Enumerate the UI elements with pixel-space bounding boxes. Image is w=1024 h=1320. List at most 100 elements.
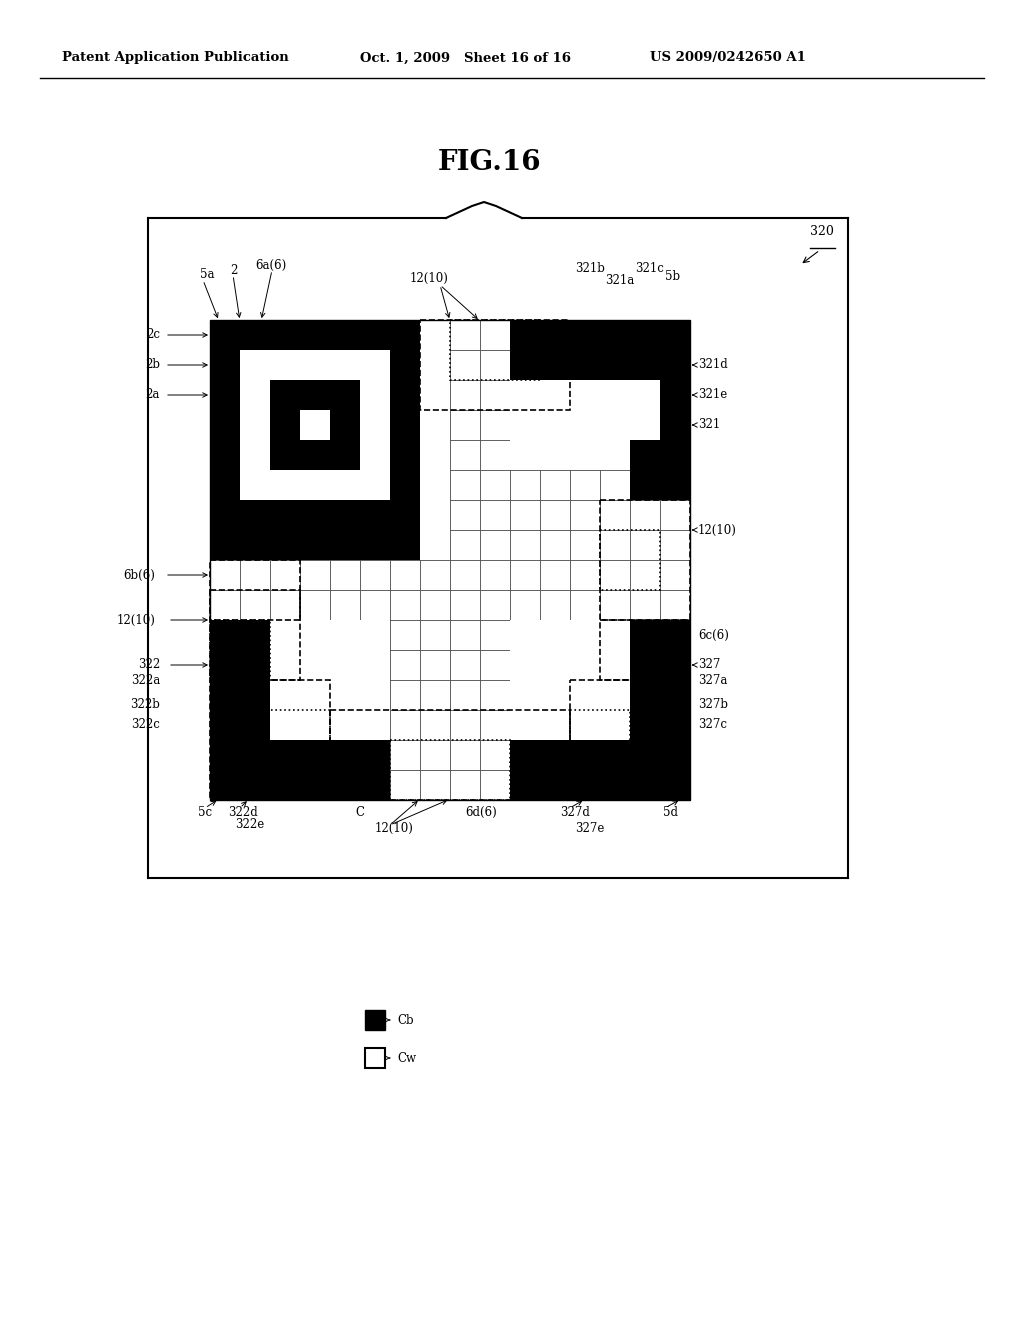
Bar [600, 350, 630, 380]
Bar [510, 440, 540, 470]
Bar [240, 620, 270, 649]
Bar [330, 500, 360, 531]
Bar [420, 440, 450, 470]
Bar [420, 470, 450, 500]
Bar [210, 590, 300, 680]
Text: 2a: 2a [145, 388, 160, 401]
Bar [390, 531, 420, 560]
Text: 327b: 327b [698, 697, 728, 710]
Bar [210, 560, 300, 620]
Bar [360, 411, 390, 440]
Bar [330, 680, 360, 710]
Bar [390, 319, 420, 350]
Bar [210, 680, 240, 710]
Bar [210, 710, 240, 741]
Text: 12(10): 12(10) [116, 614, 155, 627]
Bar [570, 770, 600, 800]
Bar [240, 710, 270, 741]
Bar [330, 411, 360, 440]
Bar [540, 411, 570, 440]
Bar [360, 350, 390, 380]
Bar [300, 319, 330, 350]
Bar [300, 411, 330, 440]
Bar [660, 380, 690, 411]
Bar [360, 531, 390, 560]
Bar [570, 680, 690, 800]
Bar [660, 319, 690, 350]
Text: FIG.16: FIG.16 [438, 149, 542, 177]
Bar [660, 411, 690, 440]
Bar [240, 741, 270, 770]
Bar [630, 411, 660, 440]
Text: 322: 322 [138, 659, 160, 672]
Text: 2c: 2c [146, 329, 160, 342]
Bar [510, 649, 540, 680]
Bar [360, 680, 390, 710]
Bar [390, 350, 420, 380]
Text: 327d: 327d [560, 805, 590, 818]
Bar [300, 500, 330, 531]
Bar [270, 440, 300, 470]
Bar [420, 380, 450, 411]
Bar [300, 380, 330, 411]
Text: 5c: 5c [198, 805, 212, 818]
Bar [210, 770, 240, 800]
Bar [660, 710, 690, 741]
Bar [390, 500, 420, 531]
Text: 327e: 327e [575, 821, 604, 834]
Text: 5b: 5b [665, 271, 680, 284]
Bar [630, 649, 660, 680]
Bar [330, 380, 360, 411]
Bar [390, 380, 420, 411]
Bar [570, 710, 630, 770]
Bar [210, 620, 270, 680]
Bar [570, 350, 600, 380]
Bar [300, 411, 330, 440]
Bar [240, 649, 270, 680]
Bar [630, 319, 660, 350]
Bar [300, 649, 330, 680]
Bar [330, 319, 360, 350]
Bar [570, 620, 600, 649]
Bar [660, 620, 690, 649]
Bar [540, 319, 570, 350]
Bar [420, 531, 450, 560]
Text: 6b(6): 6b(6) [123, 569, 155, 582]
Bar [540, 350, 570, 380]
Bar [510, 411, 540, 440]
Bar [365, 1010, 385, 1030]
Bar [630, 680, 660, 710]
Bar [420, 411, 450, 440]
Text: 321c: 321c [635, 261, 664, 275]
Bar [570, 380, 600, 411]
Bar [210, 350, 240, 380]
Bar [510, 680, 540, 710]
Text: 322b: 322b [130, 697, 160, 710]
Bar [600, 649, 630, 680]
Bar [540, 649, 570, 680]
Bar [210, 411, 240, 440]
Bar [360, 319, 390, 350]
Bar [630, 380, 660, 411]
Bar [360, 741, 390, 770]
Bar [540, 770, 570, 800]
Bar [360, 710, 390, 741]
Bar [420, 319, 450, 350]
Bar [300, 440, 330, 470]
Text: 321e: 321e [698, 388, 727, 401]
Bar [270, 620, 300, 649]
Bar [600, 620, 630, 649]
Bar [240, 500, 270, 531]
Text: 12(10): 12(10) [698, 524, 737, 536]
Bar [330, 620, 360, 649]
Bar [330, 350, 360, 380]
Bar [630, 350, 660, 380]
Bar [240, 680, 270, 710]
Bar [360, 380, 390, 411]
Bar [570, 319, 600, 350]
Bar [240, 380, 270, 411]
Bar [420, 500, 450, 531]
Bar [600, 531, 660, 590]
Text: 322e: 322e [234, 818, 264, 832]
Bar [570, 680, 600, 710]
